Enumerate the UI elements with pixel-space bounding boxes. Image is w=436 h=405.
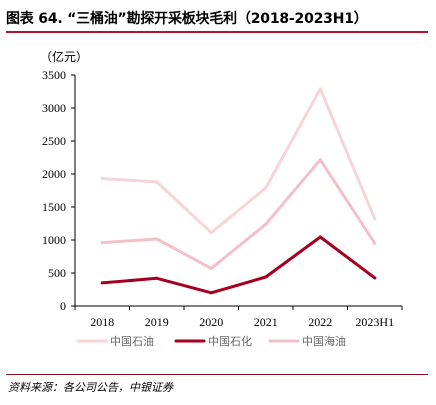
title-rule [6,31,428,33]
series-2-point [318,158,322,162]
series-0-point [155,180,159,184]
x-tick-label: 2021 [254,315,278,329]
y-tick-label: 3000 [42,101,66,115]
series-line-0 [100,87,377,235]
y-axis: 0 500 1000 1500 2000 2500 3000 3500 [42,68,76,313]
series-1-point [373,276,377,280]
source-note: 资料来源：各公司公告，中银证券 [8,381,173,394]
y-tick-label: 2000 [42,167,66,181]
series-layer [100,87,377,295]
series-2-point [373,241,377,245]
series-2-point [209,266,213,270]
series-2-point [155,237,159,241]
x-tick-label: 2023H1 [355,315,394,329]
series-0-point [100,177,104,181]
series-1-point [209,291,213,295]
series-line-1 [100,235,377,295]
series-2-point [100,241,104,245]
series-1-point [318,235,322,239]
y-tick-label: 1500 [42,200,66,214]
chart-title: 图表 64. “三桶油”勘探开采板块毛利（2018-2023H1） [6,11,368,27]
series-0-point [209,231,213,235]
legend-label-0: 中国石油 [110,334,154,348]
legend-label-1: 中国石化 [208,334,252,348]
series-1-point [155,276,159,280]
x-tick-label: 2022 [308,315,332,329]
y-tick-label: 0 [60,299,66,313]
y-unit-label: （亿元） [40,49,88,64]
y-tick-label: 1000 [42,233,66,247]
footer-rule [6,374,428,375]
series-0-point [318,87,322,91]
legend-label-2: 中国海油 [302,334,346,348]
y-tick-label: 3500 [42,68,66,82]
series-line-2 [100,158,377,270]
x-tick-label: 2019 [145,315,169,329]
series-1-point [100,281,104,285]
series-2-point [264,222,268,226]
series-0-point [264,186,268,190]
y-tick-label: 500 [48,266,66,280]
series-1-point [264,275,268,279]
legend: 中国石油 中国石化 中国海油 [76,334,346,348]
series-0-point [373,217,377,221]
x-tick-label: 2018 [90,315,114,329]
y-tick-label: 2500 [42,134,66,148]
x-axis: 2018 2019 2020 2021 2022 2023H1 [74,305,403,329]
x-tick-label: 2020 [199,315,223,329]
